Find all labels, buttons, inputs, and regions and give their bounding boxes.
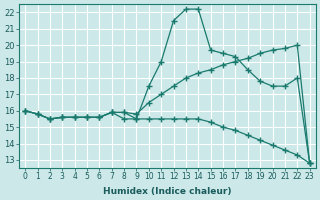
- X-axis label: Humidex (Indice chaleur): Humidex (Indice chaleur): [103, 187, 232, 196]
